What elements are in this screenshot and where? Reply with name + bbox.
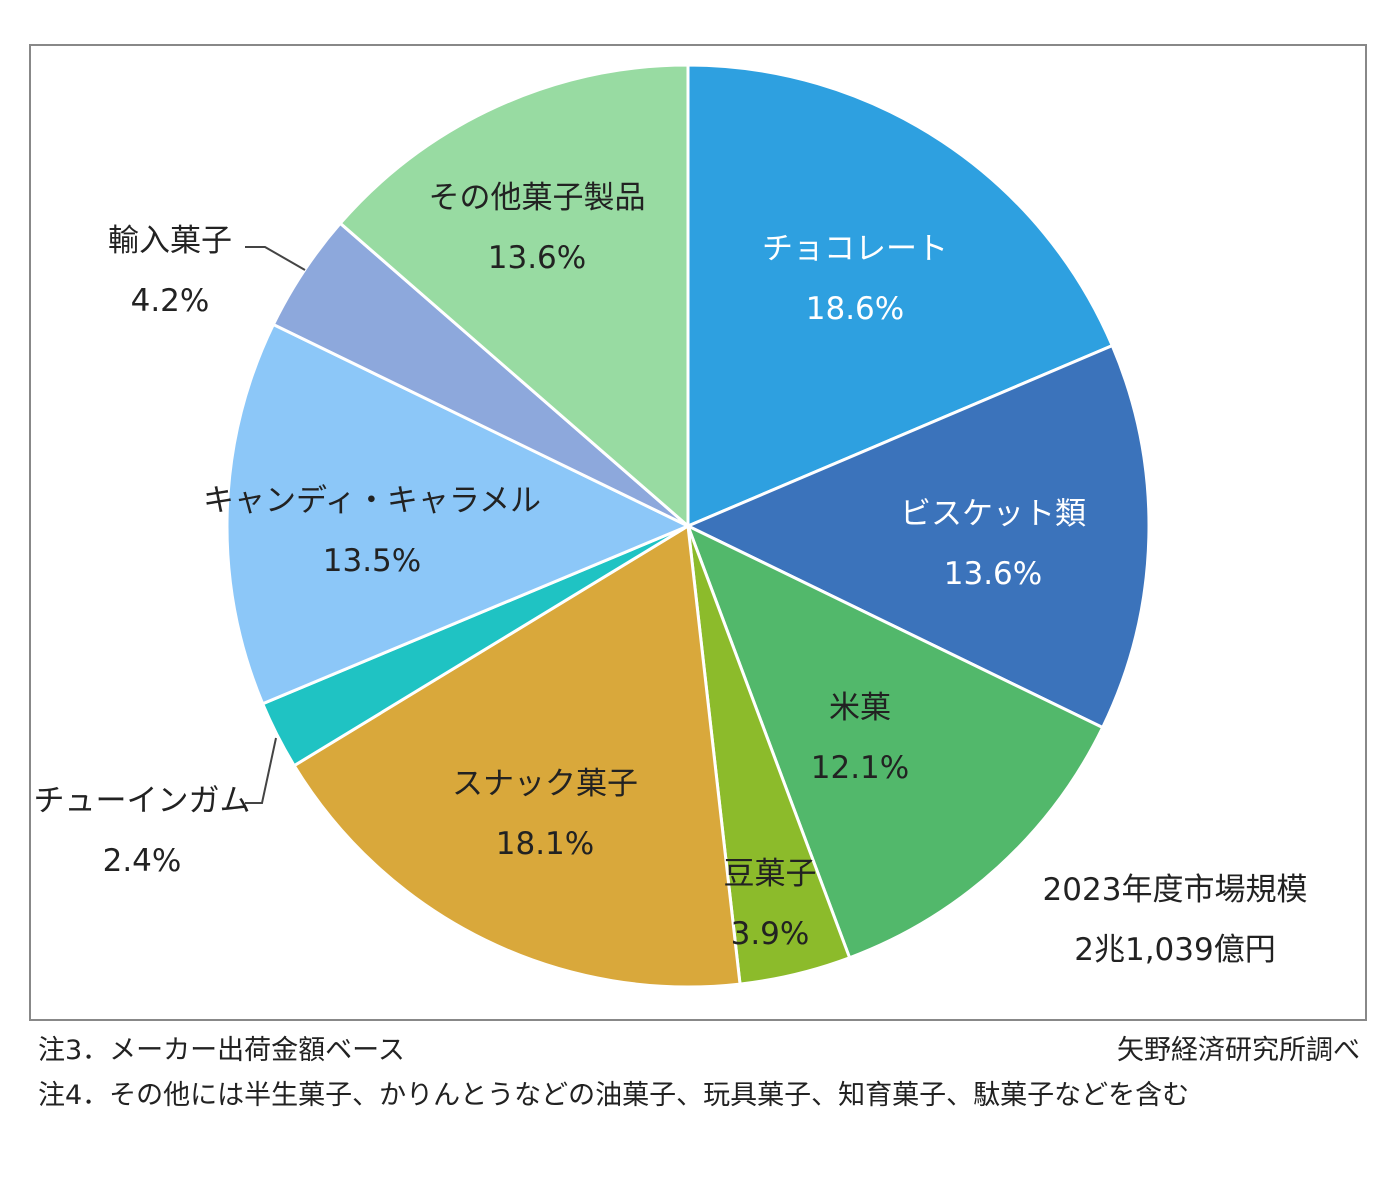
leader-line bbox=[245, 246, 306, 271]
slice-value-label: 18.1% bbox=[496, 826, 594, 862]
slice-value-label: 18.6% bbox=[806, 291, 904, 327]
source-note: 矢野経済研究所調べ bbox=[1117, 1035, 1360, 1066]
slice-label: 米菓 bbox=[829, 690, 891, 726]
slice-label: チューインガム bbox=[34, 783, 251, 819]
pie-slice bbox=[686, 63, 1115, 529]
slice-value-label: 3.9% bbox=[731, 916, 810, 952]
slice-label: スナック菓子 bbox=[452, 766, 638, 802]
pie-slice bbox=[338, 63, 690, 530]
note-3: 注3．メーカー出荷金額ベース bbox=[38, 1035, 405, 1066]
pie-slice bbox=[225, 322, 692, 706]
slice-value-label: 2.4% bbox=[103, 843, 182, 879]
slice-value-label: 13.6% bbox=[488, 240, 586, 276]
slice-label: 豆菓子 bbox=[724, 856, 817, 892]
pie-slice bbox=[684, 343, 1151, 730]
leader-line bbox=[245, 737, 277, 804]
pie-slice bbox=[685, 523, 1105, 960]
slice-value-label: 13.6% bbox=[944, 556, 1042, 592]
slice-label: ビスケット類 bbox=[900, 496, 1086, 532]
pie-slice bbox=[292, 523, 742, 989]
slice-label: 輸入菓子 bbox=[108, 223, 232, 259]
slice-label: その他菓子製品 bbox=[429, 180, 646, 216]
slice-value-label: 4.2% bbox=[131, 283, 210, 319]
slice-value-label: 12.1% bbox=[811, 750, 909, 786]
market-size-value: 2兆1,039億円 bbox=[1074, 932, 1275, 968]
slice-label: チョコレート bbox=[762, 231, 948, 267]
market-size-label: 2023年度市場規模 bbox=[1043, 872, 1308, 908]
slice-value-label: 13.5% bbox=[323, 543, 421, 579]
note-4: 注4．その他には半生菓子、かりんとうなどの油菓子、玩具菓子、知育菓子、駄菓子など… bbox=[38, 1080, 1190, 1111]
slice-label: キャンディ・キャラメル bbox=[203, 483, 541, 519]
